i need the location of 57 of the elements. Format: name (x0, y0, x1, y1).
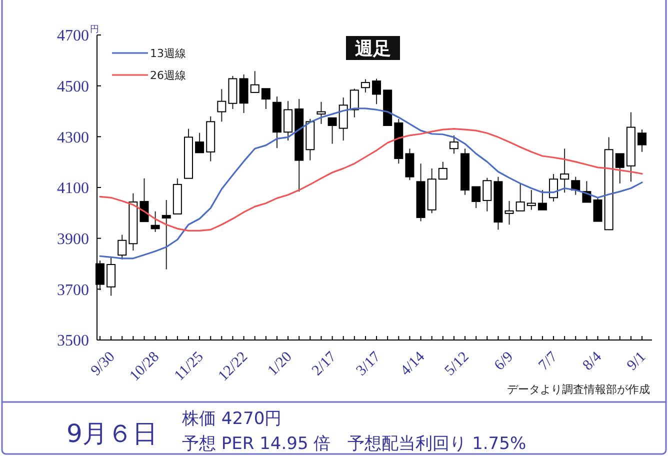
candlestick (316, 101, 326, 124)
x-tick-label: 6/9 (492, 348, 516, 374)
candlestick (560, 148, 570, 194)
x-tick-label: 3/17 (354, 348, 384, 380)
candlestick (372, 78, 382, 105)
candlestick (118, 234, 127, 260)
text: 株価 4270円 (181, 409, 282, 429)
candlestick (350, 88, 359, 118)
candlestick (472, 186, 481, 209)
chart-title: 週足 (354, 38, 391, 60)
x-tick-label: 8/4 (580, 348, 606, 374)
y-tick-label: 3900 (57, 230, 89, 248)
candlestick (217, 88, 226, 122)
text: 9月６日 (66, 419, 158, 448)
y-tick-label: 4500 (57, 78, 89, 96)
candlestick (549, 174, 558, 202)
candlestick (526, 190, 536, 210)
candlestick (195, 132, 204, 154)
candlestick (438, 161, 448, 180)
candlestick (328, 117, 337, 144)
legend-label: 13週線 (150, 46, 186, 60)
x-tick-label: 5/12 (442, 348, 472, 380)
x-tick-label: 4/14 (398, 348, 428, 380)
candlestick (571, 176, 580, 196)
candlestick (538, 190, 547, 210)
x-tick-label: 2/17 (309, 348, 340, 380)
candlestick (593, 198, 602, 222)
candlestick (140, 178, 149, 222)
x-tick-label: 9/1 (624, 348, 650, 374)
x-tick-label: 7/7 (536, 348, 562, 374)
candlestick (516, 182, 525, 212)
candlestick (162, 199, 171, 270)
candlestick (405, 148, 414, 181)
candlestick (106, 256, 116, 296)
y-tick-label: 4100 (57, 180, 89, 198)
candlestick (338, 97, 348, 141)
candlestick (504, 200, 514, 226)
x-tick-label: 1/20 (265, 348, 296, 380)
x-tick-label: 9/30 (88, 348, 118, 380)
y-axis-title: 円 (90, 24, 99, 34)
candlestick (284, 100, 293, 141)
y-tick-label: 3700 (57, 282, 89, 299)
y-tick-label: 4300 (57, 129, 89, 146)
candlestick (449, 134, 458, 154)
candlestick (638, 129, 646, 152)
y-tick-label: 4700 (57, 28, 89, 45)
legend-label: 26週線 (150, 68, 186, 82)
candlestick (615, 153, 624, 184)
text: データより調査情報部が作成 (507, 383, 650, 396)
candlestick (360, 78, 370, 93)
candlestick (482, 177, 492, 212)
text: 予想 PER 14.95 倍 予想配当利回り 1.75% (182, 434, 526, 454)
line-series (99, 128, 643, 232)
candlestick (150, 210, 160, 232)
candlestick (261, 88, 270, 110)
y-tick-label: 3500 (57, 332, 89, 350)
candlestick (250, 70, 260, 93)
